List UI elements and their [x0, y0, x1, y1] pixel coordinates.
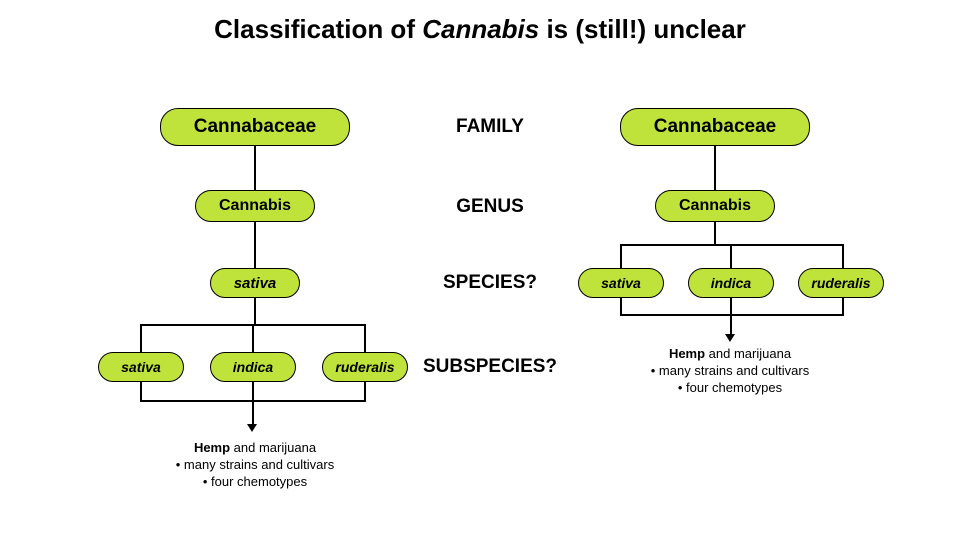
- right-footnote: Hemp and marijuana • many strains and cu…: [635, 346, 825, 397]
- connector-line: [252, 324, 254, 352]
- connector-line: [730, 314, 732, 334]
- connector-line: [252, 382, 254, 400]
- footnote-line2: • many strains and cultivars: [635, 363, 825, 380]
- title-pre: Classification of: [214, 14, 422, 44]
- connector-line: [842, 298, 844, 314]
- footnote-line3: • four chemotypes: [635, 380, 825, 397]
- connector-line: [252, 400, 254, 424]
- left-sub-b: indica: [210, 352, 296, 382]
- title-post: is (still!) unclear: [539, 14, 746, 44]
- arrow-down-icon: [725, 334, 735, 342]
- rank-subspecies: SUBSPECIES?: [420, 356, 560, 378]
- left-genus-node: Cannabis: [195, 190, 315, 222]
- footnote-line1: Hemp and marijuana: [160, 440, 350, 457]
- arrow-down-icon: [247, 424, 257, 432]
- left-sub-a: sativa: [98, 352, 184, 382]
- connector-line: [714, 222, 716, 244]
- connector-line: [620, 314, 844, 316]
- connector-line: [620, 244, 844, 246]
- connector-line: [364, 324, 366, 352]
- page-title: Classification of Cannabis is (still!) u…: [0, 14, 960, 45]
- left-sub-c: ruderalis: [322, 352, 408, 382]
- connector-line: [842, 244, 844, 268]
- left-footnote: Hemp and marijuana • many strains and cu…: [160, 440, 350, 491]
- right-sp-c: ruderalis: [798, 268, 884, 298]
- left-species-node: sativa: [210, 268, 300, 298]
- connector-line: [254, 222, 256, 268]
- connector-line: [730, 298, 732, 314]
- title-italic: Cannabis: [422, 14, 539, 44]
- connector-line: [364, 382, 366, 400]
- left-family-node: Cannabaceae: [160, 108, 350, 146]
- right-sp-a: sativa: [578, 268, 664, 298]
- connector-line: [140, 382, 142, 400]
- footnote-line1: Hemp and marijuana: [635, 346, 825, 363]
- right-genus-node: Cannabis: [655, 190, 775, 222]
- connector-line: [140, 324, 142, 352]
- footnote-line3: • four chemotypes: [160, 474, 350, 491]
- connector-line: [730, 244, 732, 268]
- connector-line: [714, 146, 716, 190]
- rank-family: FAMILY: [420, 116, 560, 138]
- rank-species: SPECIES?: [420, 272, 560, 294]
- connector-line: [254, 298, 256, 324]
- connector-line: [620, 244, 622, 268]
- footnote-line2: • many strains and cultivars: [160, 457, 350, 474]
- right-sp-b: indica: [688, 268, 774, 298]
- rank-genus: GENUS: [420, 196, 560, 218]
- right-family-node: Cannabaceae: [620, 108, 810, 146]
- connector-line: [620, 298, 622, 314]
- connector-line: [254, 146, 256, 190]
